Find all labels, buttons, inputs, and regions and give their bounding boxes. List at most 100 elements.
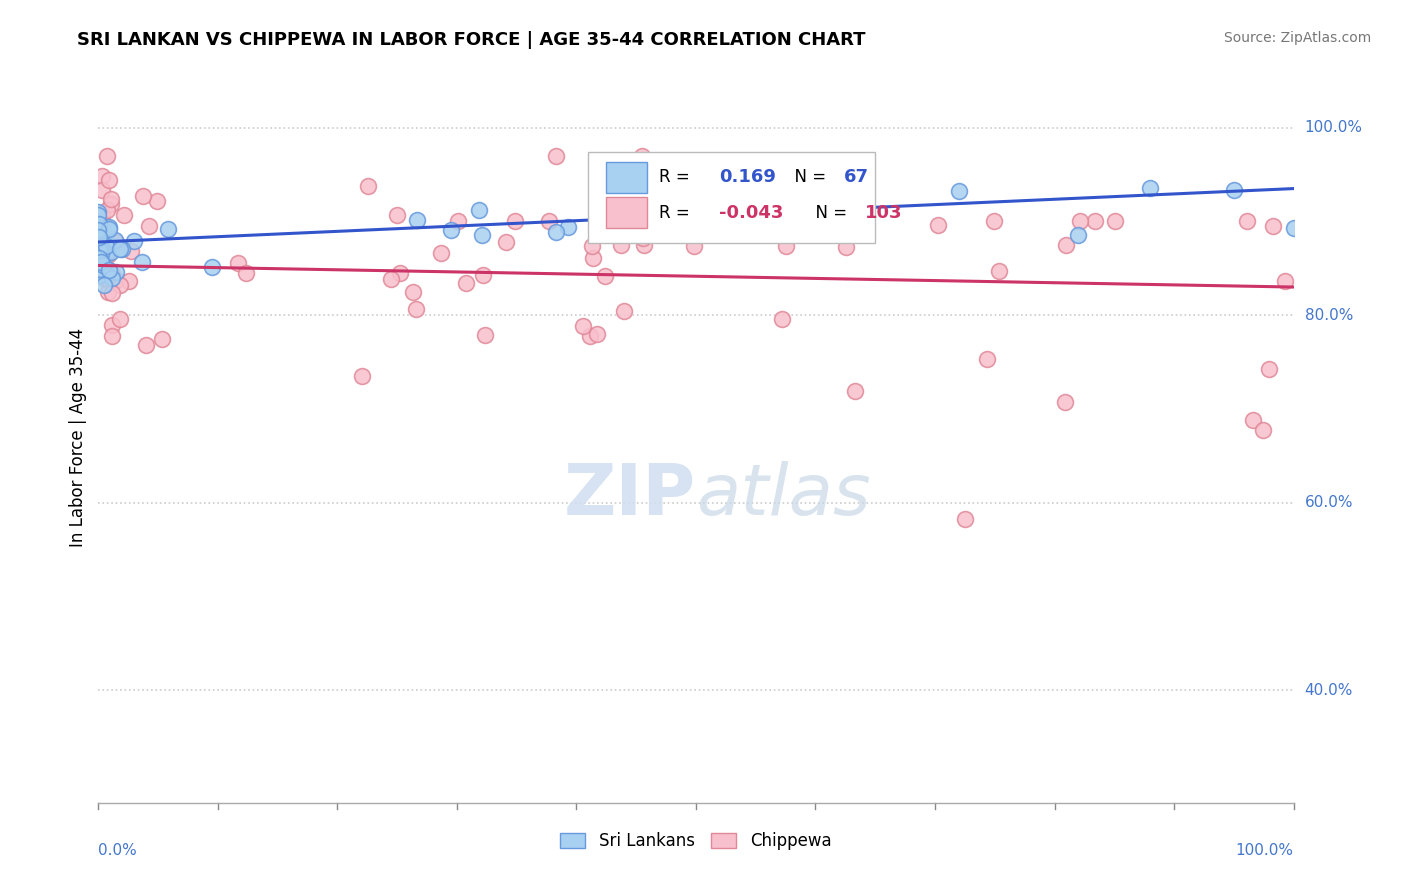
Point <box>97 219 120 234</box>
Point <box>87 244 110 259</box>
Point <box>927 219 949 233</box>
Point <box>101 270 124 285</box>
Point <box>87 204 110 219</box>
Point <box>89 243 111 257</box>
Point <box>87 234 110 248</box>
Point <box>90 242 112 256</box>
Point <box>385 209 408 223</box>
Point <box>380 272 402 286</box>
Point <box>544 225 567 239</box>
Point <box>235 266 257 280</box>
Point <box>613 303 636 318</box>
Text: 60.0%: 60.0% <box>1305 495 1353 510</box>
Point <box>89 246 111 260</box>
Point <box>633 238 655 252</box>
Point <box>118 274 141 288</box>
Point <box>609 238 631 252</box>
Point <box>201 260 224 274</box>
Point <box>572 319 595 334</box>
Point <box>132 189 155 203</box>
Text: 100.0%: 100.0% <box>1305 120 1362 135</box>
Point <box>131 254 153 268</box>
Point <box>96 267 118 281</box>
Point <box>544 149 567 163</box>
Point <box>1282 221 1305 235</box>
Point <box>94 265 117 279</box>
Point <box>1236 214 1258 228</box>
Point <box>97 272 120 286</box>
Point <box>101 329 124 343</box>
Point <box>775 239 797 253</box>
Point <box>94 232 117 246</box>
Point <box>948 184 970 198</box>
Point <box>976 351 998 366</box>
Point <box>89 214 111 228</box>
Point <box>447 214 470 228</box>
Point <box>87 225 110 239</box>
Text: 40.0%: 40.0% <box>1305 682 1353 698</box>
Point <box>91 219 114 234</box>
Point <box>89 261 111 276</box>
Point <box>150 332 173 346</box>
Point <box>87 218 110 232</box>
Text: atlas: atlas <box>696 461 870 530</box>
Point <box>94 267 117 281</box>
Point <box>87 231 110 245</box>
Point <box>1067 227 1090 242</box>
Point <box>721 198 744 212</box>
Point <box>87 236 110 251</box>
Point <box>135 338 157 352</box>
Text: 103: 103 <box>865 203 903 221</box>
Text: 80.0%: 80.0% <box>1305 308 1353 323</box>
Point <box>582 251 605 265</box>
Point <box>89 219 111 234</box>
Point <box>87 250 110 264</box>
Point <box>97 248 120 262</box>
Point <box>614 214 637 228</box>
Point <box>91 258 114 272</box>
Point <box>87 225 110 239</box>
Point <box>87 222 110 236</box>
Point <box>631 149 654 163</box>
Point <box>90 255 112 269</box>
Point <box>105 235 128 249</box>
Point <box>953 512 976 526</box>
Point <box>104 233 127 247</box>
FancyBboxPatch shape <box>606 162 647 193</box>
Point <box>357 179 380 194</box>
Point <box>692 165 714 179</box>
FancyBboxPatch shape <box>606 197 647 227</box>
Point <box>89 235 111 249</box>
Point <box>97 285 120 300</box>
Point <box>87 246 110 260</box>
Point <box>352 368 374 383</box>
Text: R =: R = <box>659 169 695 186</box>
Point <box>87 225 110 239</box>
Point <box>87 220 110 235</box>
Point <box>91 183 114 197</box>
Point <box>93 277 115 292</box>
Point <box>228 256 250 270</box>
Point <box>503 214 526 228</box>
Y-axis label: In Labor Force | Age 35-44: In Labor Force | Age 35-44 <box>69 327 87 547</box>
Point <box>1261 219 1284 234</box>
Point <box>100 268 122 282</box>
Point <box>1241 413 1264 427</box>
Point <box>471 268 494 282</box>
Point <box>100 245 122 260</box>
Point <box>430 246 453 260</box>
Point <box>388 266 411 280</box>
Point <box>87 208 110 222</box>
Point <box>1274 274 1296 288</box>
Point <box>87 245 110 260</box>
Text: 67: 67 <box>844 169 869 186</box>
Point <box>405 302 427 317</box>
Point <box>707 189 730 203</box>
Point <box>1054 238 1077 252</box>
Point <box>91 216 114 230</box>
Point <box>406 212 429 227</box>
Point <box>683 239 706 253</box>
Text: SRI LANKAN VS CHIPPEWA IN LABOR FORCE | AGE 35-44 CORRELATION CHART: SRI LANKAN VS CHIPPEWA IN LABOR FORCE | … <box>77 31 866 49</box>
Point <box>108 312 131 326</box>
Point <box>1139 181 1161 195</box>
